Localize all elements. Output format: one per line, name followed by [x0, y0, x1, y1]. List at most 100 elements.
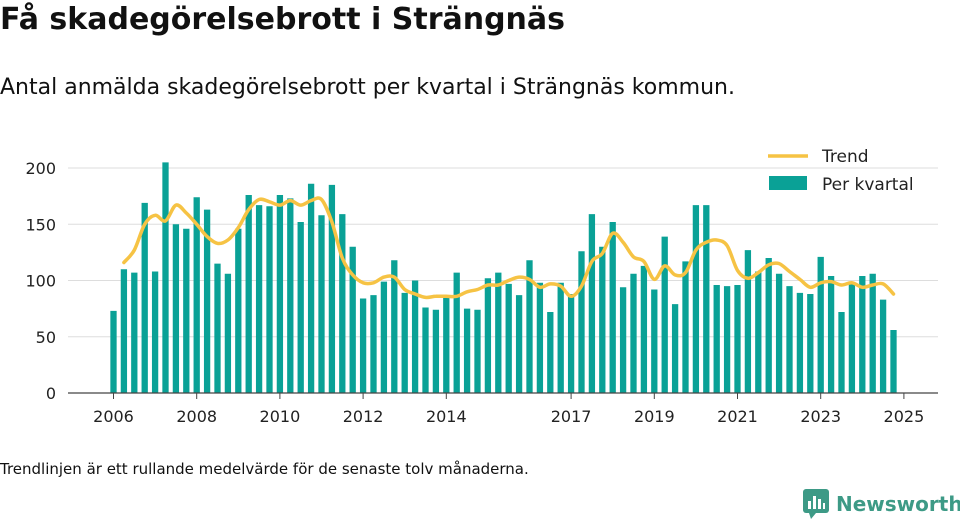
bar	[131, 272, 138, 394]
bar	[723, 286, 731, 394]
bar	[619, 287, 627, 393]
bar	[890, 330, 897, 393]
trend-line	[122, 196, 896, 300]
chart-subtitle: Antal anmälda skadegörelsebrott per kvar…	[0, 75, 735, 100]
bar	[391, 260, 398, 393]
bar	[848, 283, 856, 394]
bar	[640, 265, 648, 394]
bar	[599, 246, 606, 393]
bar	[380, 281, 388, 394]
legend: Trend Per kvartal	[768, 147, 914, 195]
bar	[682, 261, 689, 394]
bar	[671, 304, 679, 394]
x-tick-label: 2006	[93, 407, 134, 426]
bar	[245, 195, 252, 393]
bar	[557, 282, 564, 393]
bar	[193, 197, 200, 393]
bar	[474, 309, 481, 393]
x-tick-label: 2008	[176, 407, 217, 426]
bar	[266, 206, 273, 393]
x-ticks: 2006 2008 2010 2012 2014 2017 2019 2021 2023 2025	[93, 393, 924, 426]
x-tick-label: 2019	[634, 407, 675, 426]
legend-bar-label: Per kvartal	[822, 175, 914, 195]
bar	[401, 292, 408, 394]
bar	[443, 297, 450, 394]
bar	[235, 228, 242, 393]
bar	[734, 285, 741, 393]
bar	[411, 280, 419, 393]
chart-title: Få skadegörelsebrott i Strängnäs	[0, 2, 566, 37]
newsworthy-logo-icon	[803, 489, 829, 519]
bar	[609, 222, 616, 393]
bar	[172, 224, 180, 393]
bar	[786, 286, 793, 394]
bar	[276, 195, 284, 393]
bar	[287, 198, 294, 394]
bar	[796, 292, 804, 394]
bar	[349, 246, 356, 393]
bar	[651, 289, 658, 393]
y-tick-label: 150	[25, 215, 56, 234]
bar	[297, 222, 304, 393]
bar	[432, 309, 440, 393]
y-tick-label: 50	[36, 328, 56, 347]
legend-bar-swatch	[769, 176, 807, 190]
bar	[838, 312, 845, 393]
bar	[744, 250, 752, 394]
legend-trend-label: Trend	[821, 147, 869, 167]
bar	[183, 228, 190, 393]
bar	[339, 214, 346, 394]
bar	[630, 273, 637, 393]
bar	[359, 298, 367, 393]
x-tick-label: 2025	[884, 407, 925, 426]
bar	[807, 294, 814, 393]
bar	[661, 236, 668, 394]
bar	[775, 273, 783, 393]
bar	[827, 276, 835, 393]
x-tick-label: 2023	[800, 407, 841, 426]
chart-svg: 0 50 100 150 200 2006 2008 2010 2012 2014 2017 201…	[25, 147, 938, 426]
bar	[484, 278, 492, 393]
bar	[755, 271, 762, 393]
bar	[703, 205, 710, 394]
bar	[526, 260, 533, 393]
bar	[318, 215, 325, 393]
bar	[203, 209, 211, 394]
bar	[817, 256, 824, 394]
bar	[255, 205, 263, 394]
bar	[869, 273, 876, 393]
bar	[536, 282, 544, 393]
brand-name: Newsworthy	[836, 492, 960, 516]
bar	[224, 273, 232, 393]
bar	[214, 263, 221, 394]
x-tick-label: 2021	[717, 407, 758, 426]
bar	[422, 307, 429, 393]
x-tick-label: 2010	[260, 407, 301, 426]
y-tick-labels: 0 50 100 150 200	[25, 159, 56, 403]
bar-series	[110, 162, 897, 394]
bar	[463, 308, 471, 394]
bar	[547, 312, 554, 393]
bar	[765, 258, 772, 393]
bar	[578, 251, 585, 393]
brand-logo[interactable]: Newsworthy	[802, 488, 960, 520]
x-tick-label: 2017	[551, 407, 592, 426]
bar	[120, 269, 128, 393]
bar	[110, 310, 117, 394]
x-tick-label: 2014	[426, 407, 467, 426]
bar	[162, 162, 169, 394]
bar	[879, 299, 887, 394]
bar	[141, 202, 148, 394]
bar	[859, 276, 866, 393]
bar	[328, 184, 336, 394]
bar	[307, 183, 315, 393]
bar	[515, 295, 523, 394]
y-tick-label: 200	[25, 159, 56, 178]
bar	[495, 272, 502, 394]
y-tick-label: 0	[46, 384, 56, 403]
bar	[692, 205, 700, 394]
bar	[505, 283, 512, 394]
bar	[370, 295, 377, 394]
bar	[453, 272, 460, 394]
bar	[567, 294, 575, 393]
